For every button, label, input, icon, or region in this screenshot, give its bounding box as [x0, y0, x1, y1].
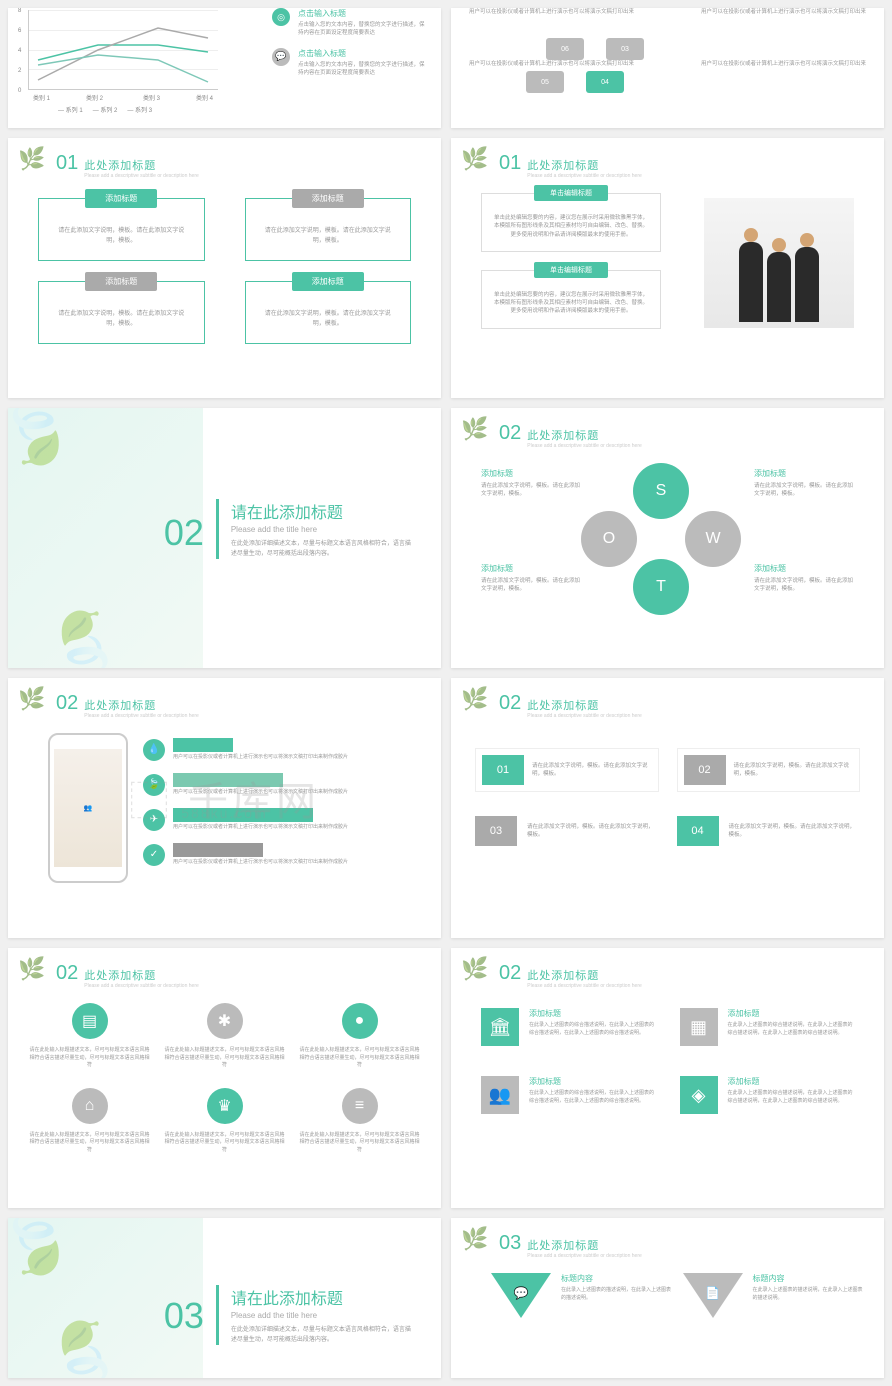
content-box: 添加标题请在此添加文字说明，模板。请在此添加文字说明，模板。	[245, 281, 412, 344]
people-icon: 👥	[481, 1076, 519, 1114]
plane-icon: ✈	[143, 809, 165, 831]
line-chart: 0 2 4 6 8 类别 1 类别 2 类别 3 类别 4 — 系列 1 — 系…	[28, 10, 218, 90]
content-box: 单击编辑标题单击此处编辑您要的内容，建议您在展示时采用微软雅黑字体，本模版所有图…	[481, 193, 661, 252]
chat-icon: 💬	[272, 48, 290, 66]
num-box: 04请在此添加文字说明，模板。请在此添加文字说明，模板。	[677, 816, 861, 846]
bullet-item: ◎ 点击输入标题点击输入您的文本内容，替换您的文字进行描述，保持内容在页面设定程…	[272, 8, 427, 38]
target-icon: ◎	[272, 8, 290, 26]
slide-hex: 06 03 05 04 用户可以在投影仪或者计算机上进行演示也可以将演示文稿打印…	[451, 8, 884, 128]
icon-item: ▤请在此处输入标题描述文本，尽可与标题文本语言风格相符合语言描述尽量生动，尽可与…	[28, 1003, 151, 1070]
slide-2boxes-photo: 01此处添加标题Please add a descriptive subtitl…	[451, 138, 884, 398]
tree-icon	[461, 146, 491, 186]
tree-icon	[18, 686, 48, 726]
content-box: 单击编辑标题单击此处编辑您要的内容，建议您在展示时采用微软雅黑字体，本模版所有图…	[481, 270, 661, 329]
icon-item: ●请在此处输入标题描述文本，尽可与标题文本语言风格相符合语言描述尽量生动，尽可与…	[298, 1003, 421, 1070]
swot-w: W	[685, 511, 741, 567]
content-box: 添加标题请在此添加文字说明，模板。请在此添加文字说明，模板。	[38, 281, 205, 344]
slide-section-02: 02 请在此添加标题 Please add the title here 在此处…	[8, 408, 441, 668]
sq-item: 🏛添加标题在此录入上述图表的综合描述说明，在此录入上述图表的综合描述说明，在此录…	[481, 1008, 656, 1046]
slide-section-03: 03 请在此添加标题 Please add the title here 在此处…	[8, 1218, 441, 1378]
chart-legend: — 系列 1 — 系列 2 — 系列 3	[58, 105, 152, 114]
slide-6icons: 02此处添加标题Please add a descriptive subtitl…	[8, 948, 441, 1208]
icon-item: ♛请在此处输入标题描述文本，尽可与标题文本语言风格相符合语言描述尽量生动，尽可与…	[163, 1088, 286, 1155]
slide-chart: 0 2 4 6 8 类别 1 类别 2 类别 3 类别 4 — 系列 1 — 系…	[8, 8, 441, 128]
tree-icon	[461, 416, 491, 456]
tree-icon	[461, 1226, 491, 1266]
doc-icon: 📄	[703, 1283, 723, 1303]
tree-icon	[18, 146, 48, 186]
chat-icon: ●	[342, 1003, 378, 1039]
trophy-icon: ♛	[207, 1088, 243, 1124]
slide-phone: 02此处添加标题Please add a descriptive subtitl…	[8, 678, 441, 938]
drop-icon: 💧	[143, 739, 165, 761]
bar-item: 🍃用户可以在投影仪或者计算机上进行演示也可以将演示文稿打印出来制作成胶片	[143, 773, 383, 796]
series-3	[38, 55, 208, 82]
slide-triangles: 03此处添加标题Please add a descriptive subtitl…	[451, 1218, 884, 1378]
triangle-item: 💬 标题内容在此录入上述图表的描述说明，在此录入上述图表的描述说明。	[491, 1273, 653, 1318]
tree-icon	[461, 956, 491, 996]
icon-item: ⌂请在此处输入标题描述文本，尽可与标题文本语言风格相符合语言描述尽量生动，尽可与…	[28, 1088, 151, 1155]
slide-swot: 02此处添加标题Please add a descriptive subtitl…	[451, 408, 884, 668]
hex-node: 04	[586, 71, 624, 93]
chat-icon: 💬	[511, 1283, 531, 1303]
tree-icon	[461, 686, 491, 726]
gear-icon: ✱	[207, 1003, 243, 1039]
org-icon: ▦	[680, 1008, 718, 1046]
content-box: 添加标题请在此添加文字说明，模板。请在此添加文字说明，模板。	[38, 198, 205, 261]
book-icon: ◈	[680, 1076, 718, 1114]
content-box: 添加标题请在此添加文字说明，模板。请在此添加文字说明，模板。	[245, 198, 412, 261]
home-icon: ⌂	[72, 1088, 108, 1124]
business-photo	[704, 198, 854, 328]
building-icon: 🏛	[481, 1008, 519, 1046]
swot-t: T	[633, 559, 689, 615]
num-box: 03请在此添加文字说明，模板。请在此添加文字说明，模板。	[475, 816, 659, 846]
present-icon: ▤	[72, 1003, 108, 1039]
slide-4boxes: 01此处添加标题Please add a descriptive subtitl…	[8, 138, 441, 398]
bar-item: 💧用户可以在投影仪或者计算机上进行演示也可以将演示文稿打印出来制作成胶片	[143, 738, 383, 761]
swot-o: O	[581, 511, 637, 567]
num-box: 02请在此添加文字说明，模板。请在此添加文字说明，模板。	[677, 748, 861, 792]
bar-item: ✈用户可以在投影仪或者计算机上进行演示也可以将演示文稿打印出来制作成胶片	[143, 808, 383, 831]
hex-node: 03	[606, 38, 644, 60]
stack-icon: ≡	[342, 1088, 378, 1124]
hex-node: 05	[526, 71, 564, 93]
check-icon: ✓	[143, 844, 165, 866]
num-box: 01请在此添加文字说明，模板。请在此添加文字说明，模板。	[475, 748, 659, 792]
icon-item: ✱请在此处输入标题描述文本，尽可与标题文本语言风格相符合语言描述尽量生动，尽可与…	[163, 1003, 286, 1070]
leaf-icon: 🍃	[143, 774, 165, 796]
phone-mockup: 👥	[48, 733, 128, 883]
icon-item: ≡请在此处输入标题描述文本，尽可与标题文本语言风格相符合语言描述尽量生动，尽可与…	[298, 1088, 421, 1155]
triangle-item: 📄 标题内容在此录入上述图表的描述说明，在此录入上述图表的描述说明。	[683, 1273, 845, 1318]
bullet-item: 💬 点击输入标题点击输入您的文本内容，替换您的文字进行描述，保持内容在页面设定程…	[272, 48, 427, 78]
tree-icon	[18, 956, 48, 996]
swot-diagram: S W O T	[581, 463, 741, 623]
bar-item: ✓用户可以在投影仪或者计算机上进行演示也可以将演示文稿打印出来制作成胶片	[143, 843, 383, 866]
hex-node: 06	[546, 38, 584, 60]
slide-4numbers: 02此处添加标题Please add a descriptive subtitl…	[451, 678, 884, 938]
sq-item: ◈添加标题在此录入上述图表的综合描述说明，在此录入上述图表的综合描述说明，在此录…	[680, 1076, 855, 1114]
slide-4squares: 02此处添加标题Please add a descriptive subtitl…	[451, 948, 884, 1208]
sq-item: 👥添加标题在此录入上述图表的综合描述说明，在此录入上述图表的综合描述说明，在此录…	[481, 1076, 656, 1114]
sq-item: ▦添加标题在此录入上述图表的综合描述说明，在此录入上述图表的综合描述说明，在此录…	[680, 1008, 855, 1046]
swot-s: S	[633, 463, 689, 519]
